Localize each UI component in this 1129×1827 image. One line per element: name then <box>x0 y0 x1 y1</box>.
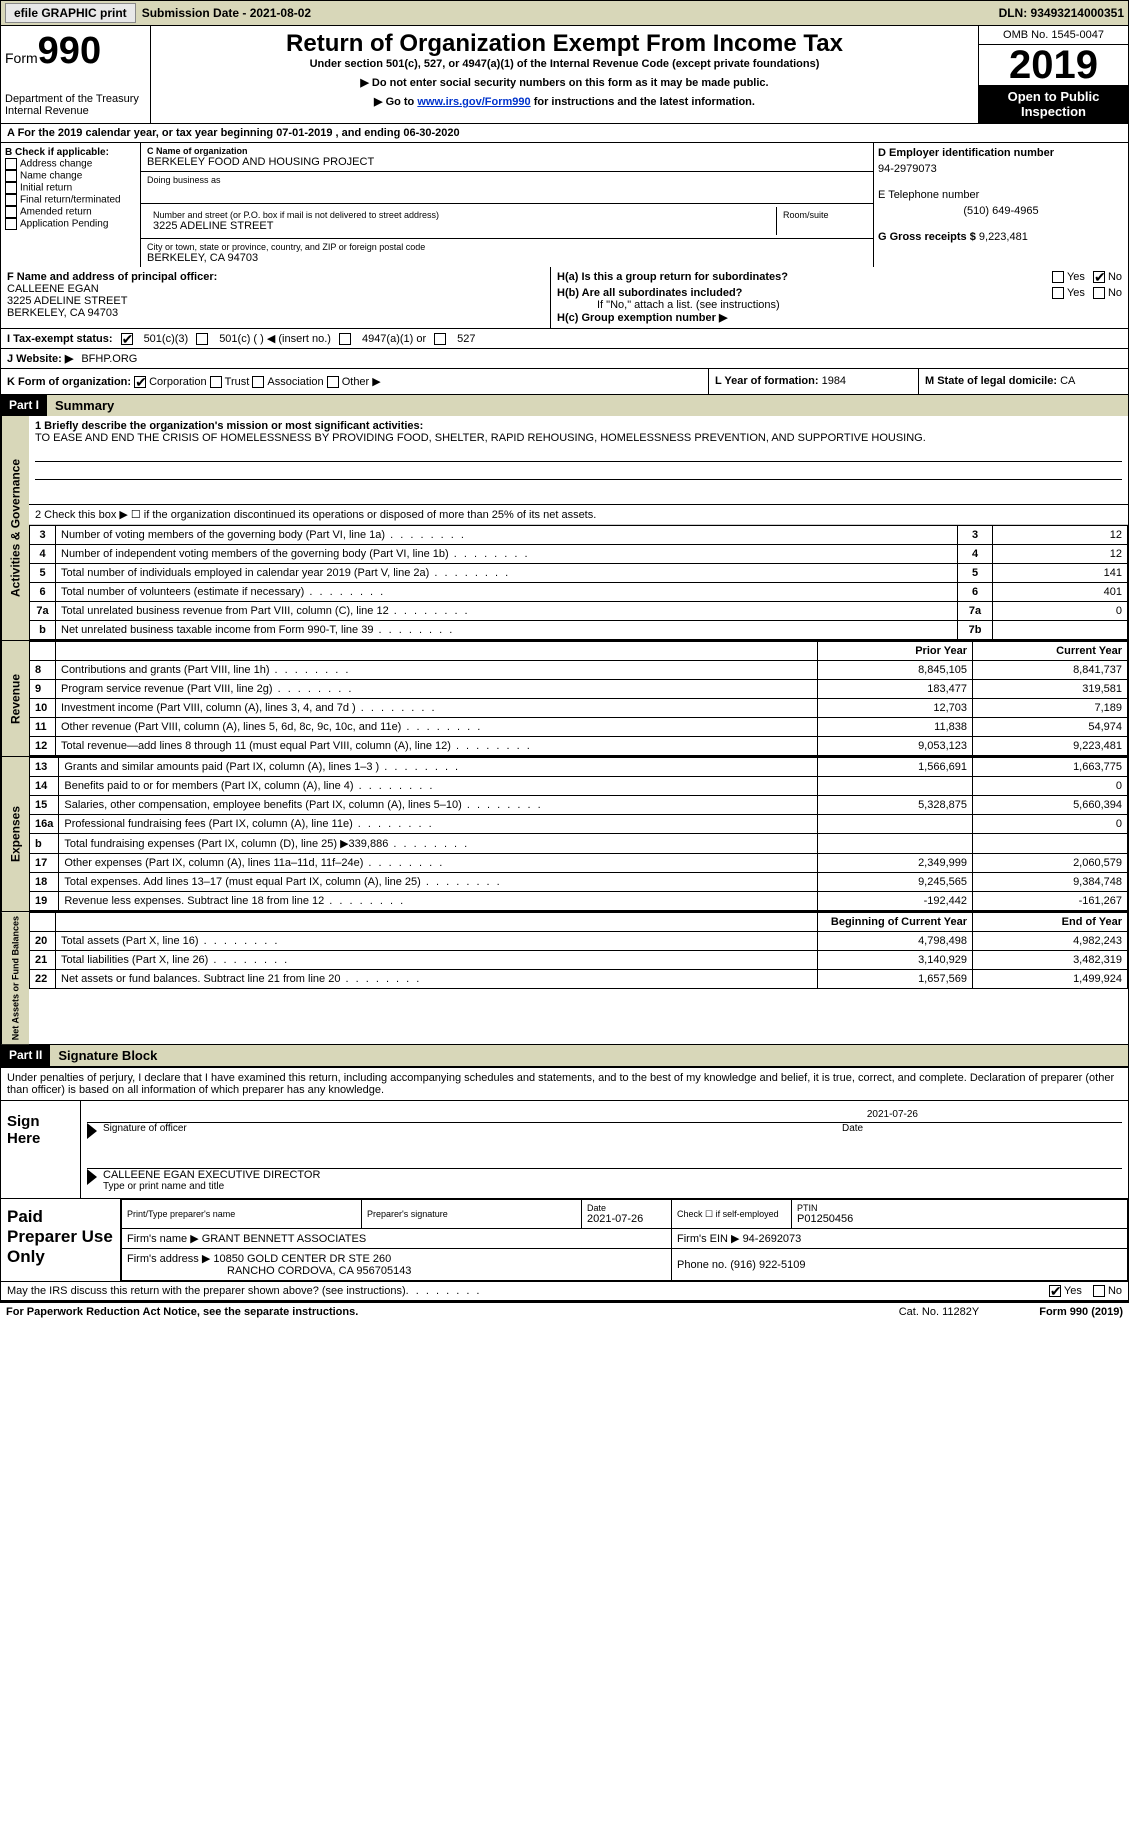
note-ssn: ▶ Do not enter social security numbers o… <box>155 76 974 89</box>
activities-governance: Activities & Governance 1 Briefly descri… <box>0 416 1129 641</box>
checkbox-checked[interactable] <box>1093 271 1105 283</box>
part-ii-header: Part II Signature Block <box>0 1045 1129 1066</box>
irs-link[interactable]: www.irs.gov/Form990 <box>417 96 530 108</box>
checkbox[interactable] <box>5 182 17 194</box>
org-address: 3225 ADELINE STREET <box>153 220 770 232</box>
checkbox-501c3[interactable] <box>121 333 133 345</box>
open-to-public: Open to Public Inspection <box>979 85 1128 123</box>
net-assets-table: Beginning of Current YearEnd of Year 20T… <box>29 912 1128 989</box>
signature-block: Under penalties of perjury, I declare th… <box>0 1066 1129 1199</box>
year-formation: 1984 <box>822 375 846 387</box>
mission-text: TO EASE AND END THE CRISIS OF HOMELESSNE… <box>35 432 1122 444</box>
checkbox-no[interactable] <box>1093 1285 1105 1297</box>
period-row: A For the 2019 calendar year, or tax yea… <box>0 124 1129 143</box>
firm-ein: 94-2692073 <box>743 1233 802 1245</box>
cat-no: Cat. No. 11282Y <box>899 1306 980 1318</box>
department: Department of the Treasury <box>5 93 146 105</box>
box-d: D Employer identification number 94-2979… <box>873 143 1128 267</box>
box-c: C Name of organization BERKELEY FOOD AND… <box>141 143 873 267</box>
checkbox[interactable] <box>5 170 17 182</box>
checkbox[interactable] <box>327 376 339 388</box>
discuss-row: May the IRS discuss this return with the… <box>0 1282 1129 1301</box>
submission-date: Submission Date - 2021-08-02 <box>142 6 311 20</box>
form-word: Form <box>5 50 38 66</box>
ptin: P01250456 <box>797 1213 1122 1225</box>
governance-table: 3Number of voting members of the governi… <box>29 525 1128 640</box>
org-name: BERKELEY FOOD AND HOUSING PROJECT <box>147 156 867 168</box>
checkbox[interactable] <box>252 376 264 388</box>
checkbox[interactable] <box>1052 271 1064 283</box>
triangle-icon <box>87 1169 97 1185</box>
checkbox[interactable] <box>5 218 17 230</box>
expenses-block: Expenses 13Grants and similar amounts pa… <box>0 757 1129 912</box>
checkbox[interactable] <box>5 158 17 170</box>
officer-printed: CALLEENE EGAN EXECUTIVE DIRECTOR <box>103 1169 320 1181</box>
klm-row: K Form of organization: Corporation Trus… <box>0 369 1129 395</box>
gross-receipts: 9,223,481 <box>979 231 1028 243</box>
revenue-block: Revenue Prior YearCurrent Year 8Contribu… <box>0 641 1129 757</box>
checkbox[interactable] <box>5 206 17 218</box>
revenue-table: Prior YearCurrent Year 8Contributions an… <box>29 641 1128 756</box>
box-b: B Check if applicable: Address change Na… <box>1 143 141 267</box>
irs-label: Internal Revenue <box>5 105 146 117</box>
expenses-table: 13Grants and similar amounts paid (Part … <box>29 757 1128 911</box>
triangle-icon <box>87 1123 97 1139</box>
checkbox-corp[interactable] <box>134 376 146 388</box>
firm-name: GRANT BENNETT ASSOCIATES <box>202 1233 366 1245</box>
dln: DLN: 93493214000351 <box>999 6 1124 20</box>
sig-date: 2021-07-26 <box>867 1109 918 1120</box>
org-city: BERKELEY, CA 94703 <box>147 252 867 264</box>
bcd-block: B Check if applicable: Address change Na… <box>0 143 1129 267</box>
note-link: ▶ Go to www.irs.gov/Form990 for instruct… <box>155 95 974 108</box>
subtitle: Under section 501(c), 527, or 4947(a)(1)… <box>155 58 974 70</box>
state-domicile: CA <box>1060 375 1075 387</box>
officer-name: CALLEENE EGAN <box>7 283 544 295</box>
preparer-block: Paid Preparer Use Only Print/Type prepar… <box>0 1199 1129 1282</box>
part-i-header: Part I Summary <box>0 395 1129 416</box>
checkbox[interactable] <box>196 333 208 345</box>
form-number: 990 <box>38 30 101 72</box>
checkbox[interactable] <box>1052 287 1064 299</box>
fh-row: F Name and address of principal officer:… <box>0 267 1129 329</box>
telephone: (510) 649-4965 <box>878 205 1124 217</box>
checkbox[interactable] <box>5 194 17 206</box>
checkbox[interactable] <box>339 333 351 345</box>
footer: For Paperwork Reduction Act Notice, see … <box>0 1301 1129 1321</box>
website-row: J Website: ▶ BFHP.ORG <box>0 349 1129 369</box>
tax-year: 2019 <box>979 45 1128 85</box>
checkbox-yes[interactable] <box>1049 1285 1061 1297</box>
firm-phone: (916) 922-5109 <box>730 1259 805 1271</box>
checkbox[interactable] <box>210 376 222 388</box>
net-assets-block: Net Assets or Fund Balances Beginning of… <box>0 912 1129 1045</box>
form-header: Form990 Department of the Treasury Inter… <box>0 26 1129 124</box>
efile-button[interactable]: efile GRAPHIC print <box>5 3 136 23</box>
return-title: Return of Organization Exempt From Incom… <box>155 30 974 58</box>
ein: 94-2979073 <box>878 163 1124 175</box>
website: BFHP.ORG <box>81 353 137 365</box>
checkbox[interactable] <box>1093 287 1105 299</box>
form-footer: Form 990 (2019) <box>1039 1306 1123 1318</box>
topbar: efile GRAPHIC print Submission Date - 20… <box>0 0 1129 26</box>
tax-exempt-row: I Tax-exempt status: 501(c)(3) 501(c) ( … <box>0 329 1129 349</box>
checkbox[interactable] <box>434 333 446 345</box>
